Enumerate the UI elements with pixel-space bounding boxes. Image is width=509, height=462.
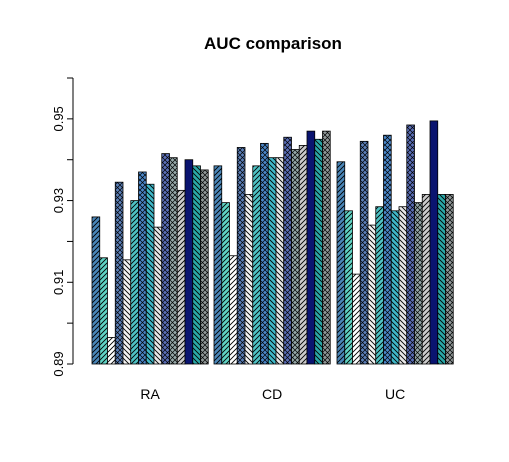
bar-hatch	[177, 190, 185, 364]
bar-hatch	[154, 227, 162, 364]
bar-hatch	[245, 194, 253, 364]
y-tick-label: 0.93	[51, 188, 66, 213]
bar-hatch	[344, 210, 353, 364]
bar-hatch	[192, 165, 201, 364]
bar-hatch	[337, 161, 345, 364]
bar-group-ra	[91, 153, 209, 365]
bar-hatch	[291, 149, 300, 364]
bar-hatch	[260, 143, 269, 364]
bar-hatch	[445, 194, 454, 364]
bar-hatch	[268, 157, 276, 364]
bar-hatch	[391, 210, 399, 364]
x-axis-labels: RA CD UC	[140, 386, 405, 402]
bar-hatch	[314, 139, 323, 364]
bar-outline	[200, 169, 209, 365]
bar-hatch	[221, 202, 230, 364]
category-label: UC	[385, 386, 405, 402]
bar-hatch	[107, 337, 116, 364]
bar-hatch	[138, 171, 147, 364]
bar-hatch	[115, 182, 123, 364]
bar-hatch	[214, 165, 222, 364]
bar-hatch	[283, 137, 292, 364]
bar-hatch	[360, 141, 368, 364]
bar-outline	[322, 130, 331, 365]
bar	[307, 131, 315, 364]
category-label: RA	[140, 386, 160, 402]
bar-hatch	[299, 145, 307, 364]
bar-hatch	[352, 274, 361, 364]
bar-hatch	[169, 157, 178, 364]
bar-hatch	[375, 206, 384, 364]
bar-hatch	[414, 202, 423, 364]
bar-hatch	[437, 194, 446, 364]
bar-hatch	[368, 225, 376, 364]
bars	[91, 120, 454, 365]
bar-hatch	[146, 184, 154, 364]
bar-outline	[445, 194, 454, 365]
bar-outline	[99, 257, 108, 365]
bar-hatch	[383, 135, 392, 364]
y-tick-label: 0.89	[51, 351, 66, 376]
chart-title: AUC comparison	[204, 34, 342, 53]
y-axis: 0.89 0.91 0.93 0.95	[51, 77, 74, 377]
bar-group-cd	[213, 130, 331, 365]
y-tick-label: 0.95	[51, 106, 66, 131]
bar-hatch	[322, 131, 331, 364]
bar-hatch	[99, 257, 108, 364]
bar-group-uc	[336, 120, 454, 365]
bar-hatch	[229, 255, 238, 364]
bar-hatch	[406, 124, 415, 364]
bar-hatch	[92, 216, 100, 364]
bar-hatch	[237, 147, 245, 364]
bar-hatch	[161, 153, 170, 364]
y-tick-label: 0.91	[51, 270, 66, 295]
bar-hatch	[200, 169, 209, 364]
bar-hatch	[252, 165, 261, 364]
bar-hatch	[123, 259, 131, 364]
bar-hatch	[276, 157, 284, 364]
bar-hatch	[130, 200, 139, 364]
bar-hatch	[422, 194, 430, 364]
bar	[185, 159, 193, 364]
bar	[430, 120, 438, 365]
bar-hatch	[399, 206, 407, 364]
category-label: CD	[262, 386, 282, 402]
